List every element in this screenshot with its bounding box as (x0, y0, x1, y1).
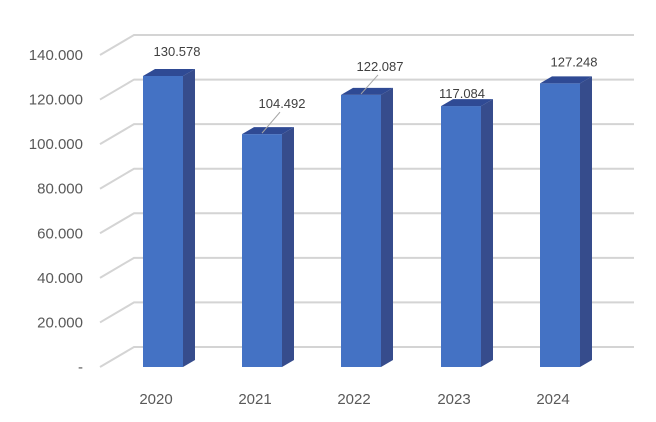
bar-top (441, 99, 493, 107)
y-tick-label: 80.000 (37, 181, 83, 198)
bar-front (143, 75, 183, 368)
data-label: 127.248 (551, 54, 598, 69)
bar-2022 (341, 87, 393, 367)
data-label: 104.492 (259, 96, 306, 111)
leader-line (261, 111, 281, 134)
bar-top (143, 68, 195, 76)
bar-front (242, 134, 282, 367)
x-category-label: 2023 (437, 391, 470, 408)
y-axis-tick-labels: - 20.000 40.000 60.000 80.000 100.000 120.000 1… (29, 47, 83, 376)
bar-front (540, 83, 580, 368)
bar-side (183, 68, 195, 368)
y-tick-label: 140.000 (29, 47, 83, 64)
bar-2023 (441, 99, 493, 367)
bar-2024 (540, 76, 592, 368)
data-label: 122.087 (357, 59, 404, 74)
bars (143, 68, 592, 368)
x-axis-category-labels: 2020 2021 2022 2023 2024 (139, 391, 569, 408)
x-category-label: 2022 (337, 391, 370, 408)
gridlines (99, 34, 634, 368)
x-category-label: 2020 (139, 391, 172, 408)
bar-top (242, 127, 294, 135)
bar-2020 (143, 68, 195, 368)
data-label: 117.084 (439, 86, 485, 101)
bar-side (381, 87, 393, 367)
bar-front (441, 106, 481, 367)
bar-side (282, 127, 294, 367)
y-tick-label: 20.000 (37, 314, 83, 331)
y-tick-label: 100.000 (29, 136, 83, 153)
bar-side (481, 99, 493, 367)
bar-front (341, 94, 381, 367)
y-tick-label: - (78, 359, 83, 376)
y-tick-label: 120.000 (29, 92, 83, 109)
x-category-label: 2024 (536, 391, 569, 408)
bar-top (540, 76, 592, 84)
data-labels: 130.578 104.492 122.087 117.084 127.248 (154, 44, 598, 111)
data-label-leaders (261, 74, 379, 134)
x-category-label: 2021 (238, 391, 271, 408)
bar-side (580, 76, 592, 368)
leader-line (360, 74, 379, 95)
bar-2021 (242, 127, 294, 367)
y-tick-label: 40.000 (37, 270, 83, 287)
y-tick-label: 60.000 (37, 225, 83, 242)
gridline-7 (99, 34, 634, 56)
data-label: 130.578 (154, 44, 201, 59)
gridline-6 (99, 78, 634, 101)
bar-top (341, 87, 393, 95)
